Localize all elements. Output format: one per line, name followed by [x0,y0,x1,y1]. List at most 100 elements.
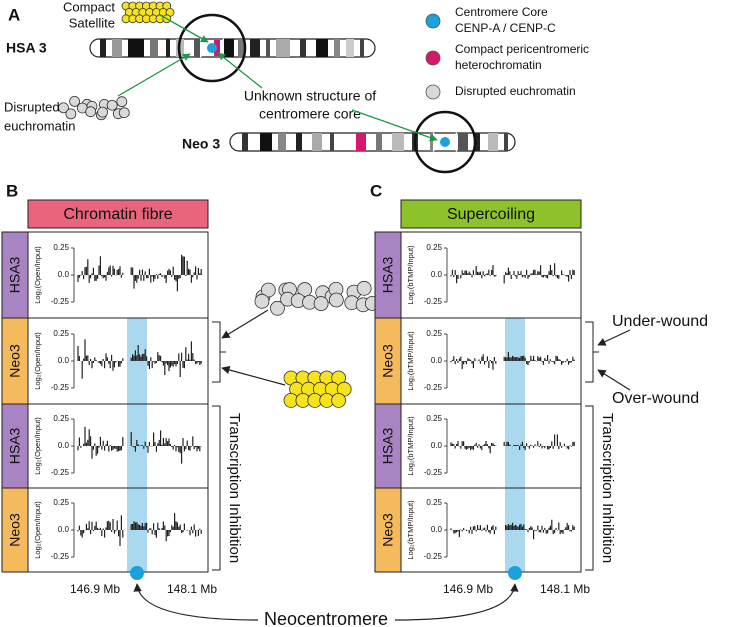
chromosome-band [150,39,158,57]
cluster-bead [254,293,270,309]
x-axis-label: 146.9 Mb [70,582,120,596]
signal-track [450,519,575,540]
euchromatin-cluster [254,279,391,316]
chromosome-arm [229,132,516,152]
y-tick-label: 0.0 [431,525,443,534]
track-label: Neo3 [7,344,23,378]
y-tick-label: 0.25 [426,498,442,507]
signal-track [450,263,575,284]
legend-swatch [425,50,441,66]
track-label: HSA3 [380,257,396,294]
label: Unknown structure of [244,88,376,104]
legend-label: heterochromatin [455,58,542,72]
chromosome-band [430,133,434,151]
pointer-arrow [597,329,631,346]
legend-swatch [425,13,441,29]
chromosome-band [166,39,170,57]
legend-label: Centromere Core [455,5,548,19]
panel-letter: B [6,181,18,200]
chromosome-band [474,133,480,151]
track-label: Neo3 [380,513,396,547]
panel-title: Supercoiling [447,206,535,223]
chromosome-band [346,39,354,57]
chromosome-band [242,133,248,151]
track-label: HSA3 [380,428,396,465]
y-tick-label: 0.0 [431,270,443,279]
y-tick-label: 0.25 [426,243,442,252]
chromosome-band [392,133,404,151]
cluster-bead [260,282,276,298]
signal-track [450,352,575,370]
y-tick-label: 0.25 [426,329,442,338]
pointer-arrow [217,52,263,89]
signal-track [77,426,202,464]
pointer-arrow [159,14,209,43]
pointer-arrow [394,583,519,621]
pointer-arrow [597,369,631,391]
y-tick-label: -0.25 [424,552,443,561]
y-tick-label: -0.25 [424,297,443,306]
cluster-bead [297,282,313,297]
cluster-bead [65,108,77,120]
cluster-bead [328,292,344,308]
y-tick-label: 0.0 [58,441,70,450]
centromere-core [207,43,217,53]
neocentromere-marker [130,566,144,580]
chromosome-band [222,39,234,57]
cluster-bead [116,96,128,108]
chromosome-band [504,133,508,151]
panel-letter: C [370,181,382,200]
chromosome-band [300,39,306,57]
euchromatin-cluster [58,95,130,121]
chromosome-band [128,39,144,57]
label: Disrupted [4,99,60,114]
cluster-bead [69,95,81,107]
panel-title: Chromatin fibre [63,206,172,223]
shade-neocentromere [505,318,525,572]
track-frame [27,487,209,573]
chromosome-label: Neo 3 [182,136,220,152]
y-axis-label: Log₂(Open/Input) [33,332,42,390]
cluster-bead [356,280,372,296]
centromere-core [440,137,450,147]
chromosome-band [316,39,328,57]
label: euchromatin [4,118,76,133]
panel-title-box [400,199,582,229]
annotation: Under-wound [612,313,708,330]
neocentromere-marker [508,566,522,580]
y-tick-label: 0.0 [431,441,443,450]
pointer-arrow [133,583,259,621]
y-axis-label: Log₂(Open/Input) [33,246,42,304]
pointer-arrow [117,53,191,97]
chromosome-band [100,39,106,57]
chromosome-band [334,39,340,57]
chromosome-band [250,39,260,57]
y-tick-label: 0.25 [426,414,442,423]
y-tick-label: 0.0 [58,525,70,534]
signal-track [450,434,575,454]
chromosome-band [112,39,122,57]
y-tick-label: 0.25 [53,243,69,252]
bracket [585,405,594,571]
y-axis-label: Log₂(bTMP/Input) [406,245,415,305]
chromosome-band [360,39,364,57]
y-axis-label: Log₂(bTMP/Input) [406,500,415,560]
legend-label: Disrupted euchromatin [455,84,576,98]
cluster-bead [270,300,285,316]
cluster-bead [85,106,97,118]
chromosome-band [312,133,322,151]
panel-title-box [27,199,209,229]
cluster-bead [118,107,130,119]
bracket [212,405,221,571]
cluster-bead [331,392,347,408]
y-tick-label: 0.25 [53,498,69,507]
chromosome-band [194,39,200,57]
x-axis-label: 148.1 Mb [540,582,590,596]
y-tick-label: 0.25 [53,414,69,423]
track-label: Neo3 [7,513,23,547]
chromosome-band [260,133,272,151]
panel-letter: A [8,5,20,24]
y-axis-label: Log₂(Open/Input) [33,501,42,559]
group-label: Transcription Inhibition [599,413,616,563]
legend-swatch [425,84,441,100]
